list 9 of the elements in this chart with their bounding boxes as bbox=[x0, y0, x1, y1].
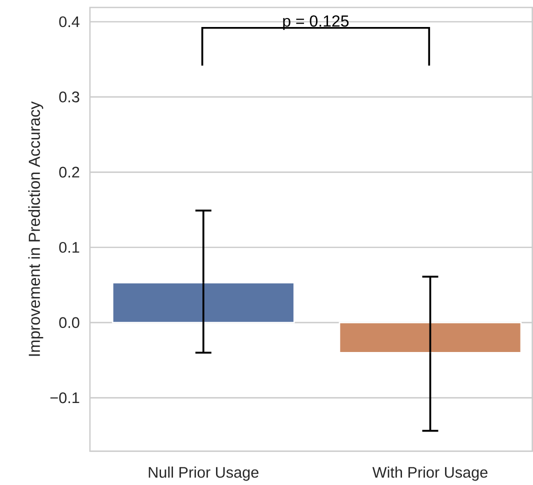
y-tick-label: 0.3 bbox=[59, 91, 80, 102]
y-tick-label: 0.4 bbox=[59, 16, 80, 28]
y-tick-label: 0.1 bbox=[59, 242, 80, 253]
x-tick-label: Null Prior Usage bbox=[148, 466, 258, 481]
y-axis-title: Improvement in Prediction Accuracy bbox=[28, 101, 44, 356]
y-tick-label: 0.0 bbox=[59, 317, 80, 328]
y-tick-label: −0.1 bbox=[50, 392, 80, 404]
x-tick-label: With Prior Usage bbox=[372, 466, 488, 481]
y-tick-label: 0.2 bbox=[59, 166, 80, 178]
